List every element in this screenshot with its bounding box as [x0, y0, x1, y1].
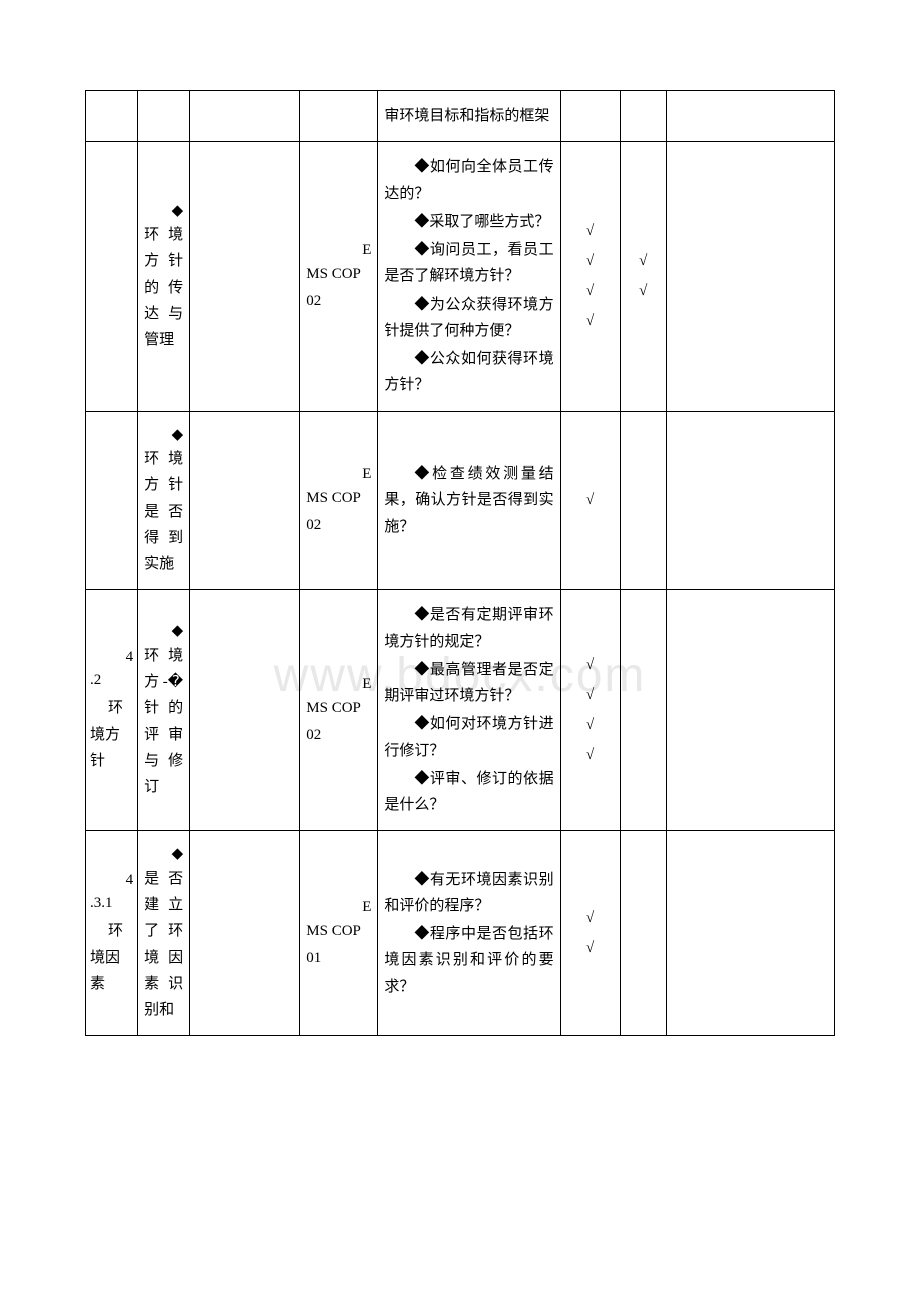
cell-check2 — [620, 411, 666, 590]
cell-note — [666, 411, 834, 590]
doc-code: MS COP 02 — [306, 485, 371, 538]
checkmark-icon: √ √ — [627, 246, 660, 306]
cell-empty — [190, 590, 300, 831]
table-row: ◆ 环境方针是否得到实施 E MS COP 02 ◆检查绩效测量结果，确认方针是… — [86, 411, 835, 590]
clause-sub: .3.1 — [90, 892, 133, 915]
checkmark-icon: √ √ √ √ — [567, 650, 614, 770]
clause-title: 环境因素 — [90, 918, 133, 997]
audit-checklist-table: 审环境目标和指标的框架 ◆ 环境方针的传达与管理 E MS COP 02 ◆如何… — [85, 90, 835, 1036]
table-row: 4 .2 环境方针 ◆ 环境方-�针的评审与修订 E MS COP 02 ◆是否… — [86, 590, 835, 831]
doc-prefix: E — [306, 239, 371, 262]
cell-empty — [190, 91, 300, 142]
cell-topic: ◆ 环境方针是否得到实施 — [138, 411, 190, 590]
doc-code: MS COP 02 — [306, 695, 371, 748]
cell-section — [86, 142, 138, 411]
table-row: 审环境目标和指标的框架 — [86, 91, 835, 142]
bullet-icon: ◆ — [144, 424, 183, 447]
checkpoint-item: ◆是否有定期评审环境方针的规定？ — [384, 602, 553, 655]
cell-check2 — [620, 590, 666, 831]
cell-check1: √ — [560, 411, 620, 590]
doc-prefix: E — [306, 673, 371, 696]
cell-note — [666, 142, 834, 411]
cell-section — [86, 91, 138, 142]
cell-doc: E MS COP 02 — [300, 411, 378, 590]
cell-doc: E MS COP 02 — [300, 590, 378, 831]
cell-empty — [190, 831, 300, 1036]
table-row: ◆ 环境方针的传达与管理 E MS COP 02 ◆如何向全体员工传达的？ ◆采… — [86, 142, 835, 411]
checkpoint-item: ◆评审、修订的依据是什么？ — [384, 766, 553, 819]
cell-checkpoints: ◆有无环境因素识别和评价的程序？ ◆程序中是否包括环境因素识别和评价的要求？ — [378, 831, 560, 1036]
cell-check1 — [560, 91, 620, 142]
cell-checkpoints: ◆如何向全体员工传达的？ ◆采取了哪些方式？ ◆询问员工，看员工是否了解环境方针… — [378, 142, 560, 411]
cell-checkpoints: ◆是否有定期评审环境方针的规定？ ◆最高管理者是否定期评审过环境方针？ ◆如何对… — [378, 590, 560, 831]
checkmark-icon: √ √ √ √ — [567, 216, 614, 336]
doc-prefix: E — [306, 463, 371, 486]
cell-section — [86, 411, 138, 590]
checkpoint-text: 审环境目标和指标的框架 — [384, 103, 553, 129]
bullet-icon: ◆ — [144, 200, 183, 223]
checkpoint-item: ◆为公众获得环境方针提供了何种方便？ — [384, 292, 553, 345]
topic-text: 是否建立了环境因素识别和 — [144, 866, 183, 1024]
checkpoint-item: ◆最高管理者是否定期评审过环境方针？ — [384, 657, 553, 710]
checkpoint-item: ◆采取了哪些方式？ — [384, 209, 553, 235]
doc-code: MS COP 01 — [306, 918, 371, 971]
cell-check2 — [620, 831, 666, 1036]
checkpoint-item: ◆询问员工，看员工是否了解环境方针？ — [384, 237, 553, 290]
checkpoint-item: ◆如何向全体员工传达的？ — [384, 154, 553, 207]
cell-check1: √ √ √ √ — [560, 590, 620, 831]
cell-checkpoints: 审环境目标和指标的框架 — [378, 91, 560, 142]
cell-topic: ◆ 是否建立了环境因素识别和 — [138, 831, 190, 1036]
cell-topic — [138, 91, 190, 142]
table-row: 4 .3.1 环境因素 ◆ 是否建立了环境因素识别和 E MS COP 01 ◆… — [86, 831, 835, 1036]
cell-note — [666, 831, 834, 1036]
cell-doc: E MS COP 02 — [300, 142, 378, 411]
bullet-icon: ◆ — [144, 620, 183, 643]
cell-note — [666, 91, 834, 142]
checkmark-icon: √ √ — [567, 903, 614, 963]
cell-topic: ◆ 环境方针的传达与管理 — [138, 142, 190, 411]
cell-section: 4 .3.1 环境因素 — [86, 831, 138, 1036]
cell-doc: E MS COP 01 — [300, 831, 378, 1036]
cell-empty — [190, 142, 300, 411]
topic-text: 环境方-�针的评审与修订 — [144, 643, 183, 801]
cell-note — [666, 590, 834, 831]
clause-title: 环境方针 — [90, 695, 133, 774]
cell-doc — [300, 91, 378, 142]
cell-check2 — [620, 91, 666, 142]
checkpoint-text: ◆检查绩效测量结果，确认方针是否得到实施？ — [384, 461, 553, 540]
checkpoint-item: ◆程序中是否包括环境因素识别和评价的要求？ — [384, 921, 553, 1000]
cell-check1: √ √ √ √ — [560, 142, 620, 411]
cell-topic: ◆ 环境方-�针的评审与修订 — [138, 590, 190, 831]
bullet-icon: ◆ — [144, 843, 183, 866]
checkmark-icon: √ — [567, 485, 614, 515]
checkpoint-item: ◆公众如何获得环境方针？ — [384, 346, 553, 399]
cell-section: 4 .2 环境方针 — [86, 590, 138, 831]
clause-sub: .2 — [90, 669, 133, 692]
checkpoint-item: ◆如何对环境方针进行修订？ — [384, 711, 553, 764]
cell-check1: √ √ — [560, 831, 620, 1036]
topic-text: 环境方针是否得到实施 — [144, 446, 183, 577]
cell-empty — [190, 411, 300, 590]
checkpoint-item: ◆有无环境因素识别和评价的程序？ — [384, 867, 553, 920]
doc-prefix: E — [306, 896, 371, 919]
cell-check2: √ √ — [620, 142, 666, 411]
topic-text: 环境方针的传达与管理 — [144, 222, 183, 353]
clause-num: 4 — [90, 646, 133, 669]
clause-num: 4 — [90, 869, 133, 892]
doc-code: MS COP 02 — [306, 261, 371, 314]
cell-checkpoints: ◆检查绩效测量结果，确认方针是否得到实施？ — [378, 411, 560, 590]
